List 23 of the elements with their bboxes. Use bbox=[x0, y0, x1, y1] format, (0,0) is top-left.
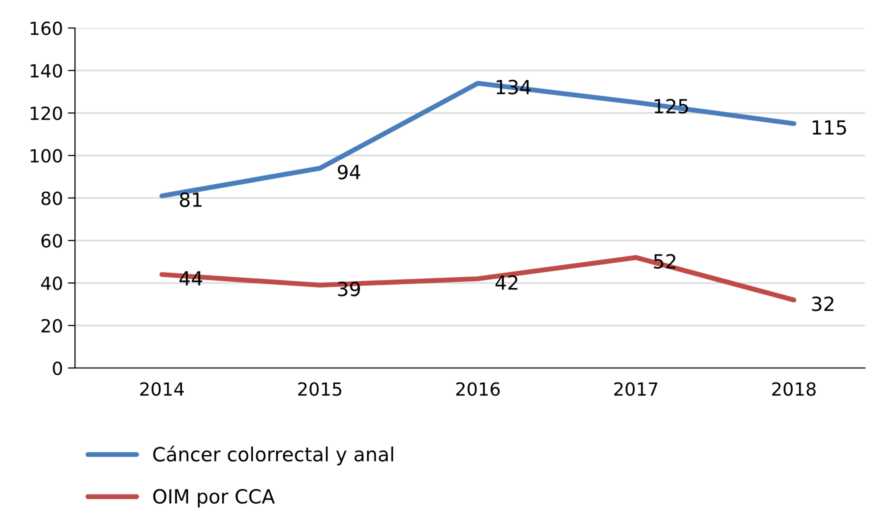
x-tick-label: 2015 bbox=[298, 382, 342, 396]
data-label: 42 bbox=[496, 275, 518, 290]
x-tick-label: 2016 bbox=[456, 382, 500, 396]
y-tick-label: 40 bbox=[41, 276, 62, 290]
y-tick-label: 120 bbox=[30, 106, 62, 120]
data-label: 32 bbox=[812, 296, 834, 312]
y-tick-label: 0 bbox=[52, 361, 62, 376]
data-label: 81 bbox=[180, 192, 202, 208]
y-tick-label: 60 bbox=[41, 234, 62, 248]
y-tick-label: 20 bbox=[42, 318, 62, 333]
x-tick-label: 2014 bbox=[140, 382, 184, 396]
x-tick-label: 2018 bbox=[772, 382, 816, 396]
y-tick-label: 80 bbox=[41, 191, 62, 206]
y-tick-label: 160 bbox=[30, 21, 62, 36]
data-label: 39 bbox=[338, 282, 360, 296]
line-series bbox=[159, 255, 796, 302]
y-tick-label: 140 bbox=[30, 64, 62, 78]
data-label: 94 bbox=[338, 164, 360, 180]
legend-label: Cáncer colorrectal y anal bbox=[153, 446, 394, 466]
data-label: 115 bbox=[812, 120, 846, 135]
y-tick-label: 100 bbox=[30, 148, 62, 163]
x-tick-label: 2017 bbox=[614, 382, 658, 396]
legend-label: OIM por CCA bbox=[153, 489, 275, 508]
